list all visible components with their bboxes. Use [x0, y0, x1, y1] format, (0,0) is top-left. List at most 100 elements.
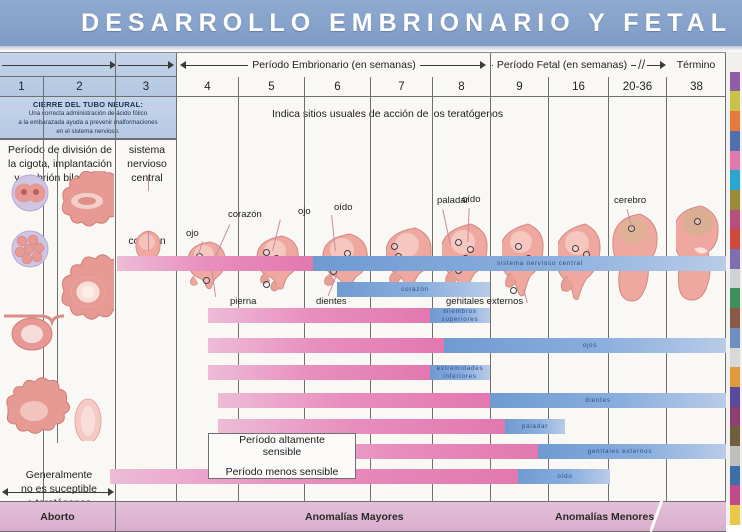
- color-swatch: [730, 308, 740, 328]
- color-swatch: [730, 150, 740, 171]
- teratogen-dot: [467, 246, 474, 253]
- teratogen-dot: [391, 243, 398, 250]
- grid-hline-callout: [0, 139, 176, 140]
- color-swatch: [730, 446, 740, 466]
- week-cell-38: 38: [666, 77, 726, 97]
- embryo-tag: ojo: [298, 206, 311, 217]
- high-sensitivity-segment: [208, 365, 430, 380]
- low-sensitivity-segment: [430, 308, 490, 323]
- grid-vline-11: [666, 77, 667, 501]
- week-cell-4: 4: [176, 77, 238, 97]
- neural-tube-body: Una correcta administración de ácido fól…: [18, 110, 158, 135]
- week3-arrow-line: [118, 65, 170, 66]
- sensitivity-bar: sistema nervioso central: [0, 256, 726, 271]
- teratogen-dot: [515, 243, 522, 250]
- week-cell-1: 1: [18, 81, 25, 93]
- color-swatch: [730, 367, 740, 387]
- week-cell-5: 5: [238, 77, 304, 97]
- teratogen-note: Indica sitios usuales de acción de los t…: [272, 108, 504, 120]
- sensitivity-bar: genitales externos: [0, 444, 726, 459]
- grid-vline-5: [304, 77, 305, 501]
- page-title: DESARROLLO EMBRIONARIO Y FETAL: [81, 8, 732, 37]
- legend-high-label: Período altamente sensible: [239, 434, 325, 458]
- sensitivity-bar: corazón: [0, 282, 726, 297]
- outcome-band-divider: [115, 501, 116, 532]
- color-swatch: [730, 170, 740, 190]
- title-banner: DESARROLLO EMBRIONARIO Y FETAL: [0, 0, 742, 46]
- teratogen-dot: [510, 287, 517, 294]
- grid-vline-1: [43, 77, 44, 501]
- high-sensitivity-segment: [218, 419, 505, 434]
- low-sensitivity-segment: [430, 365, 490, 380]
- embryo-tag: oído: [462, 194, 481, 205]
- week3-arrow-head: [168, 61, 174, 69]
- not-susceptible-arrow-line: [6, 492, 112, 493]
- grid-vline-2: [115, 53, 116, 501]
- neural-tube-callout: CIERRE DEL TUBO NEURAL: Una correcta adm…: [0, 97, 176, 139]
- sensitivity-bar: miembros superiores: [0, 308, 726, 323]
- outcome-major-label: Anomalías Mayores: [305, 510, 404, 523]
- color-swatch: [730, 268, 740, 289]
- color-swatch: [730, 91, 740, 112]
- low-sensitivity-segment: [538, 444, 726, 459]
- banner-shadow: [0, 46, 742, 51]
- grid-vline-3: [176, 53, 177, 501]
- low-sensitivity-segment: [313, 256, 726, 271]
- teratogen-dot: [694, 218, 701, 225]
- color-swatch: [730, 465, 740, 486]
- embryo-tag: paladar: [437, 195, 469, 206]
- embryo-tag: dientes: [316, 296, 347, 307]
- sensitivity-bar: ojos: [0, 338, 726, 353]
- term-text: Término: [672, 59, 720, 71]
- week-cell-16: 16: [548, 77, 608, 97]
- embryo-tag: cerebro: [614, 195, 647, 206]
- low-sensitivity-segment: [505, 419, 565, 434]
- legend-low-label: Período menos sensible: [225, 466, 339, 478]
- caption-zygote: Período de división de la cigota, implan…: [8, 144, 112, 184]
- color-swatch: [730, 386, 740, 407]
- color-swatch: [730, 209, 740, 230]
- color-swatch: [730, 288, 740, 309]
- outcome-minor-label: Anomalías Menores: [555, 510, 655, 523]
- color-swatch: [730, 406, 740, 427]
- embryonic-period-text: Período Embrionario (en semanas): [248, 59, 420, 71]
- color-swatch: [730, 505, 740, 525]
- outcome-band-abortion: Aborto: [0, 501, 115, 532]
- fetal-period-text: Período Fetal (en semanas): [492, 59, 632, 71]
- grid-vline-leftinner: [57, 153, 58, 443]
- week-cell-7: 7: [370, 77, 432, 97]
- teratogen-dot: [572, 245, 579, 252]
- color-swatch: [730, 426, 740, 447]
- embryonic-period-label: Período Embrionario (en semanas): [184, 55, 484, 75]
- low-sensitivity-segment: [490, 393, 726, 408]
- low-sensitivity-segment: [518, 469, 610, 484]
- high-sensitivity-segment: [117, 256, 313, 271]
- week-cell-20-36: 20-36: [608, 77, 666, 97]
- grid-hline-weeks: [0, 96, 726, 97]
- embryo-tag: ojo: [186, 228, 199, 239]
- teratogen-dot: [203, 277, 210, 284]
- grid-vline-right: [725, 53, 726, 501]
- color-swatch: [730, 249, 740, 269]
- leader-line: [148, 231, 149, 251]
- term-label: Término: [668, 55, 724, 75]
- grid-vline-10: [608, 77, 609, 501]
- teratogen-dot: [263, 249, 270, 256]
- outcome-band-break-icon: [650, 501, 664, 532]
- implantation-art-column: [61, 171, 114, 441]
- sensitivity-legend: Período altamente sensible Período menos…: [208, 433, 356, 479]
- outcome-band-major: Anomalías Mayores Anomalías Menores: [115, 501, 726, 532]
- low-sensitivity-segment: [337, 282, 490, 297]
- chart-body: Período Embrionario (en semanas) Período…: [0, 52, 726, 532]
- sensitivity-bar: extremidades inferiores: [0, 365, 726, 380]
- color-swatch: [730, 327, 740, 348]
- print-color-calibration-strip: [726, 52, 742, 525]
- color-swatch: [730, 52, 740, 72]
- not-susceptible-arrow-left: [2, 488, 8, 496]
- caption-cns: sistema nervioso central: [127, 144, 167, 184]
- color-swatch: [730, 347, 740, 368]
- teratogen-dot: [455, 239, 462, 246]
- week12-arrow-head: [110, 61, 116, 69]
- embryonic-arrow-left: [180, 61, 186, 69]
- grid-vline-8: [490, 53, 491, 501]
